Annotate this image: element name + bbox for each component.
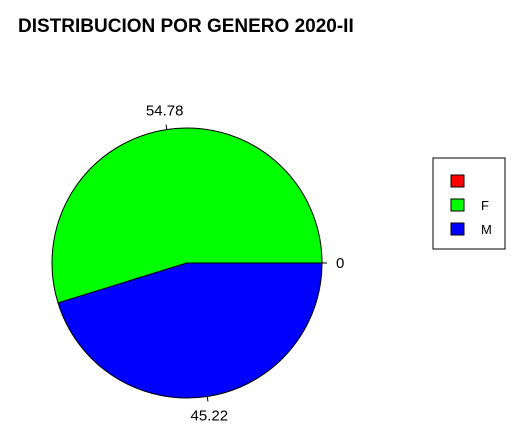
slice-label: 54.78 — [146, 103, 184, 120]
label-ticks — [165, 124, 327, 402]
chart-title: DISTRIBUCION POR GENERO 2020-II — [18, 16, 354, 37]
legend-label: M — [481, 222, 492, 237]
legend-swatch — [450, 222, 465, 236]
slice-label: 45.22 — [191, 407, 229, 424]
legend-box — [432, 157, 506, 250]
label-tick — [165, 124, 168, 130]
legend-entries: FM — [450, 174, 492, 237]
slice-label: 0 — [336, 255, 344, 272]
legend-swatch — [450, 174, 465, 188]
pie-slices — [51, 127, 323, 399]
pie-slice-F — [51, 127, 323, 304]
slice-labels: 0 54.78 45.22 — [146, 103, 344, 425]
legend: FM — [432, 157, 506, 250]
legend-swatch — [450, 198, 465, 212]
label-tick — [206, 396, 209, 402]
legend-label: F — [481, 198, 489, 213]
